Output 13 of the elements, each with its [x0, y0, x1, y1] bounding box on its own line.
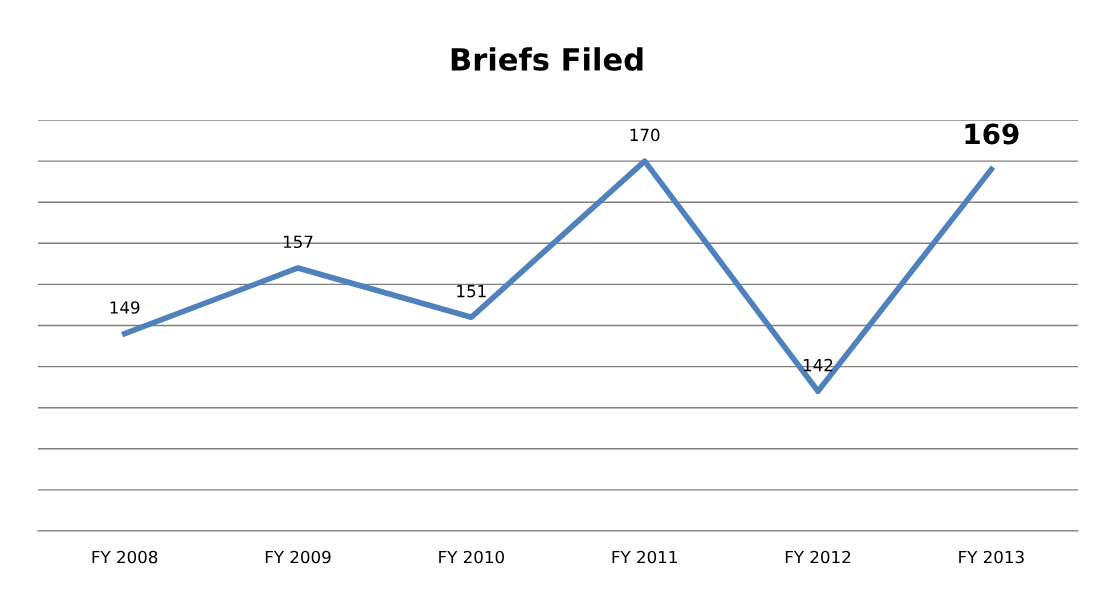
x-tick-label: FY 2012: [785, 550, 851, 564]
data-label: 169: [965, 123, 1019, 145]
data-label: 157: [283, 235, 313, 249]
x-tick-label: FY 2008: [92, 550, 158, 564]
x-tick-label: FY 2011: [612, 550, 677, 564]
data-label: 149: [110, 301, 140, 314]
x-tick-label: FY 2013: [959, 550, 1024, 564]
x-tick-label: FY 2009: [265, 550, 331, 564]
data-label: 151: [457, 285, 486, 298]
chart-title: Briefs Filed: [451, 47, 643, 71]
data-label: 170: [630, 128, 660, 142]
x-tick-label: FY 2010: [439, 550, 504, 564]
data-label: 142: [803, 358, 833, 372]
